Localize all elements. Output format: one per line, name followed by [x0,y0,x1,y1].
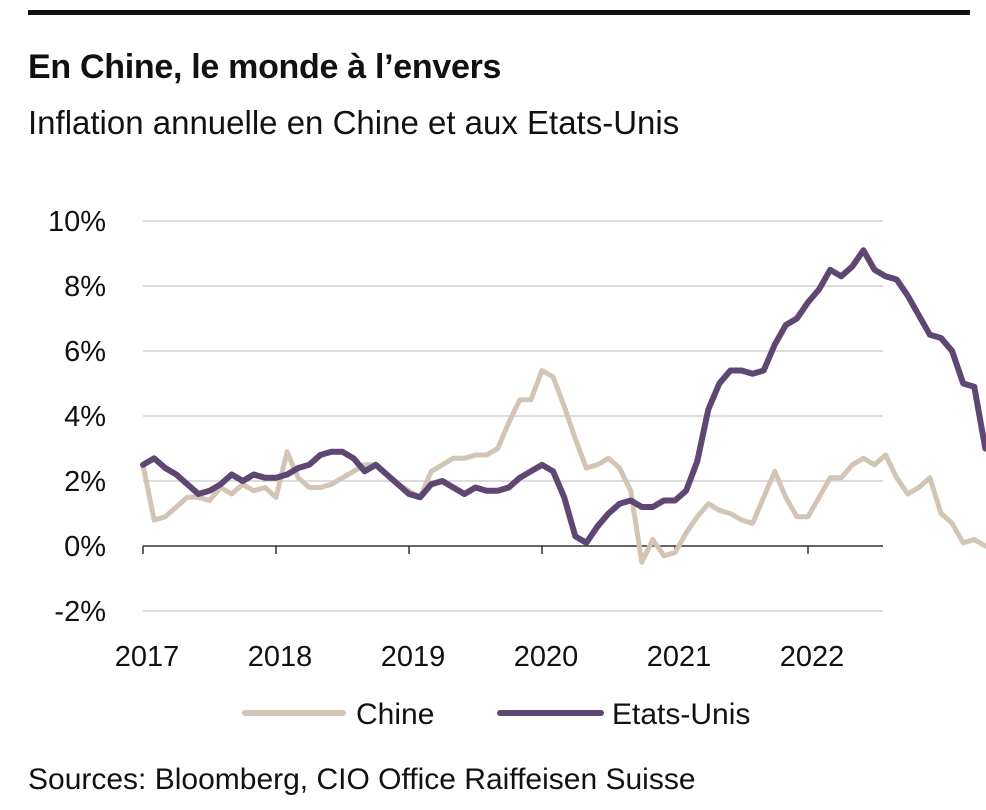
x-tick-label: 2021 [647,641,712,673]
y-axis-ticks: -2% 0% 2% 4% 6% 8% 10% [48,206,106,628]
x-tick-label: 2018 [248,641,313,673]
series-lines [140,247,986,565]
series-line-chine [140,368,986,565]
inflation-chart: -2% 0% 2% 4% 6% 8% 10% 2017 2018 2019 2020 2021 202… [48,206,986,731]
x-axis: 2017 2018 2019 2020 2021 2022 [115,545,883,673]
y-tick-label: 4% [64,401,106,433]
series-line-etats-unis [140,247,986,546]
source-note: Sources: Bloomberg, CIO Office Raiffeise… [28,763,696,796]
chart-title: En Chine, le monde à l’envers [28,48,502,86]
x-tick-label: 2020 [514,641,579,673]
y-tick-label: 6% [64,336,106,368]
legend: Chine Etats-Unis [242,698,750,731]
x-tick-label: 2022 [780,641,845,673]
y-tick-label: 0% [64,531,106,563]
x-tick-label: 2017 [115,641,180,673]
legend-label: Chine [356,698,434,731]
x-tick-label: 2019 [381,641,446,673]
chart-subtitle: Inflation annuelle en Chine et aux Etats… [28,104,680,141]
y-tick-label: 2% [64,466,106,498]
legend-label: Etats-Unis [612,698,750,731]
y-tick-label: 10% [48,206,106,238]
y-tick-label: 8% [64,271,106,303]
top-rule [28,10,970,15]
y-tick-label: -2% [54,596,106,628]
